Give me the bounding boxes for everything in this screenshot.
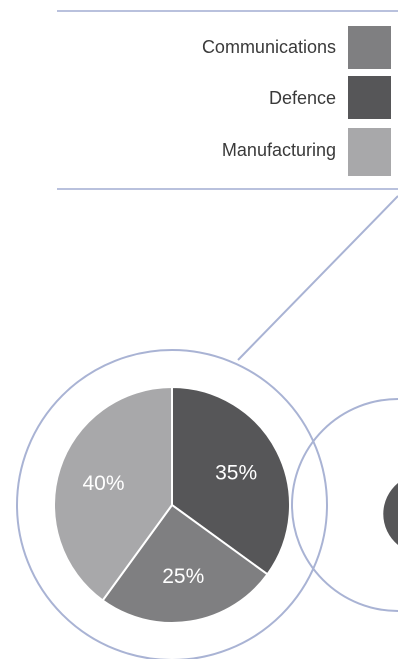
legend: Communications Defence Manufacturing [202,26,391,176]
legend-item-communications: Communications [202,26,391,69]
legend-label-defence: Defence [269,88,336,108]
legend-swatch-defence [348,76,391,119]
pie-slice-manufacturing [53,385,173,602]
legend-label-communications: Communications [202,37,336,57]
legend-item-defence: Defence [269,76,391,119]
pie-label-defence: 35% [215,461,257,484]
callout-connector-line [237,195,398,361]
pie-slice-communications [101,503,269,624]
pie-label-communications: 25% [162,565,204,588]
pie-labels: 35% 25% 40% [83,461,258,588]
pie-outer-ring [16,349,328,659]
pie-slices [53,385,291,624]
legend-swatch-communications [348,26,391,69]
pie-label-manufacturing: 40% [83,472,125,495]
pie-slice-defence [171,385,291,576]
legend-label-manufacturing: Manufacturing [222,140,336,160]
secondary-pie-ring [291,398,398,612]
secondary-pie-peek [383,483,398,545]
legend-swatch-manufacturing [348,128,391,176]
legend-item-manufacturing: Manufacturing [222,128,391,176]
